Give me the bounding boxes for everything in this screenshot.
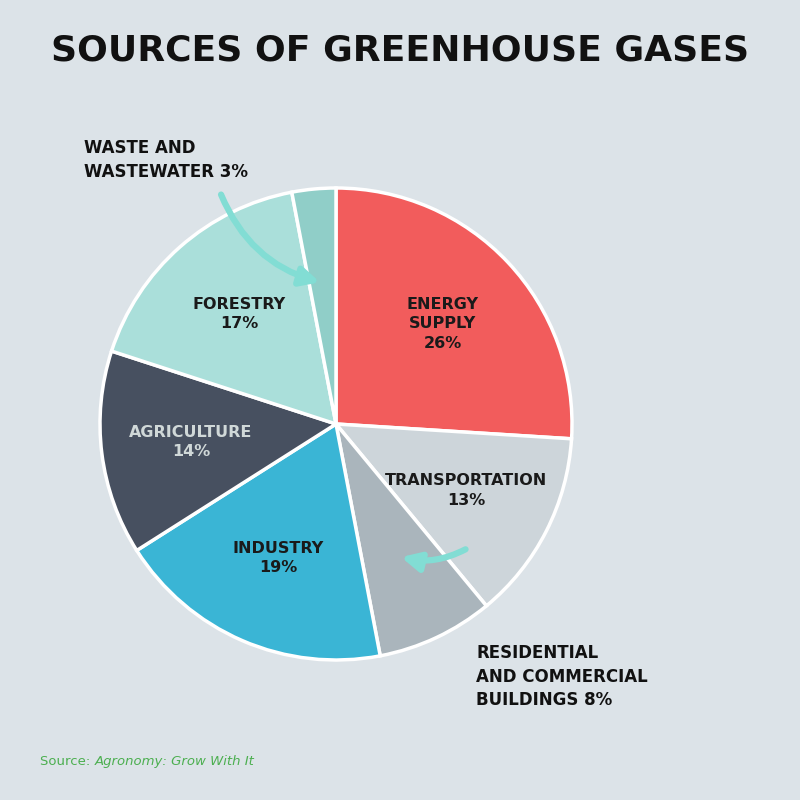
Text: FORESTRY
17%: FORESTRY 17% bbox=[193, 297, 286, 331]
Wedge shape bbox=[100, 351, 336, 550]
Text: Source:: Source: bbox=[40, 755, 94, 768]
Wedge shape bbox=[336, 188, 572, 439]
Text: RESIDENTIAL
AND COMMERCIAL
BUILDINGS 8%: RESIDENTIAL AND COMMERCIAL BUILDINGS 8% bbox=[476, 644, 648, 709]
Text: Agronomy: Grow With It: Agronomy: Grow With It bbox=[94, 755, 254, 768]
Text: TRANSPORTATION
13%: TRANSPORTATION 13% bbox=[386, 474, 547, 507]
Wedge shape bbox=[336, 424, 571, 606]
Wedge shape bbox=[111, 192, 336, 424]
Text: SOURCES OF GREENHOUSE GASES: SOURCES OF GREENHOUSE GASES bbox=[51, 34, 749, 68]
Wedge shape bbox=[137, 424, 380, 660]
Text: INDUSTRY
19%: INDUSTRY 19% bbox=[232, 541, 323, 575]
Wedge shape bbox=[292, 188, 336, 424]
Text: WASTE AND
WASTEWATER 3%: WASTE AND WASTEWATER 3% bbox=[84, 139, 248, 181]
Text: AGRICULTURE
14%: AGRICULTURE 14% bbox=[129, 426, 253, 459]
Text: ENERGY
SUPPLY
26%: ENERGY SUPPLY 26% bbox=[406, 297, 478, 350]
Wedge shape bbox=[336, 424, 486, 656]
